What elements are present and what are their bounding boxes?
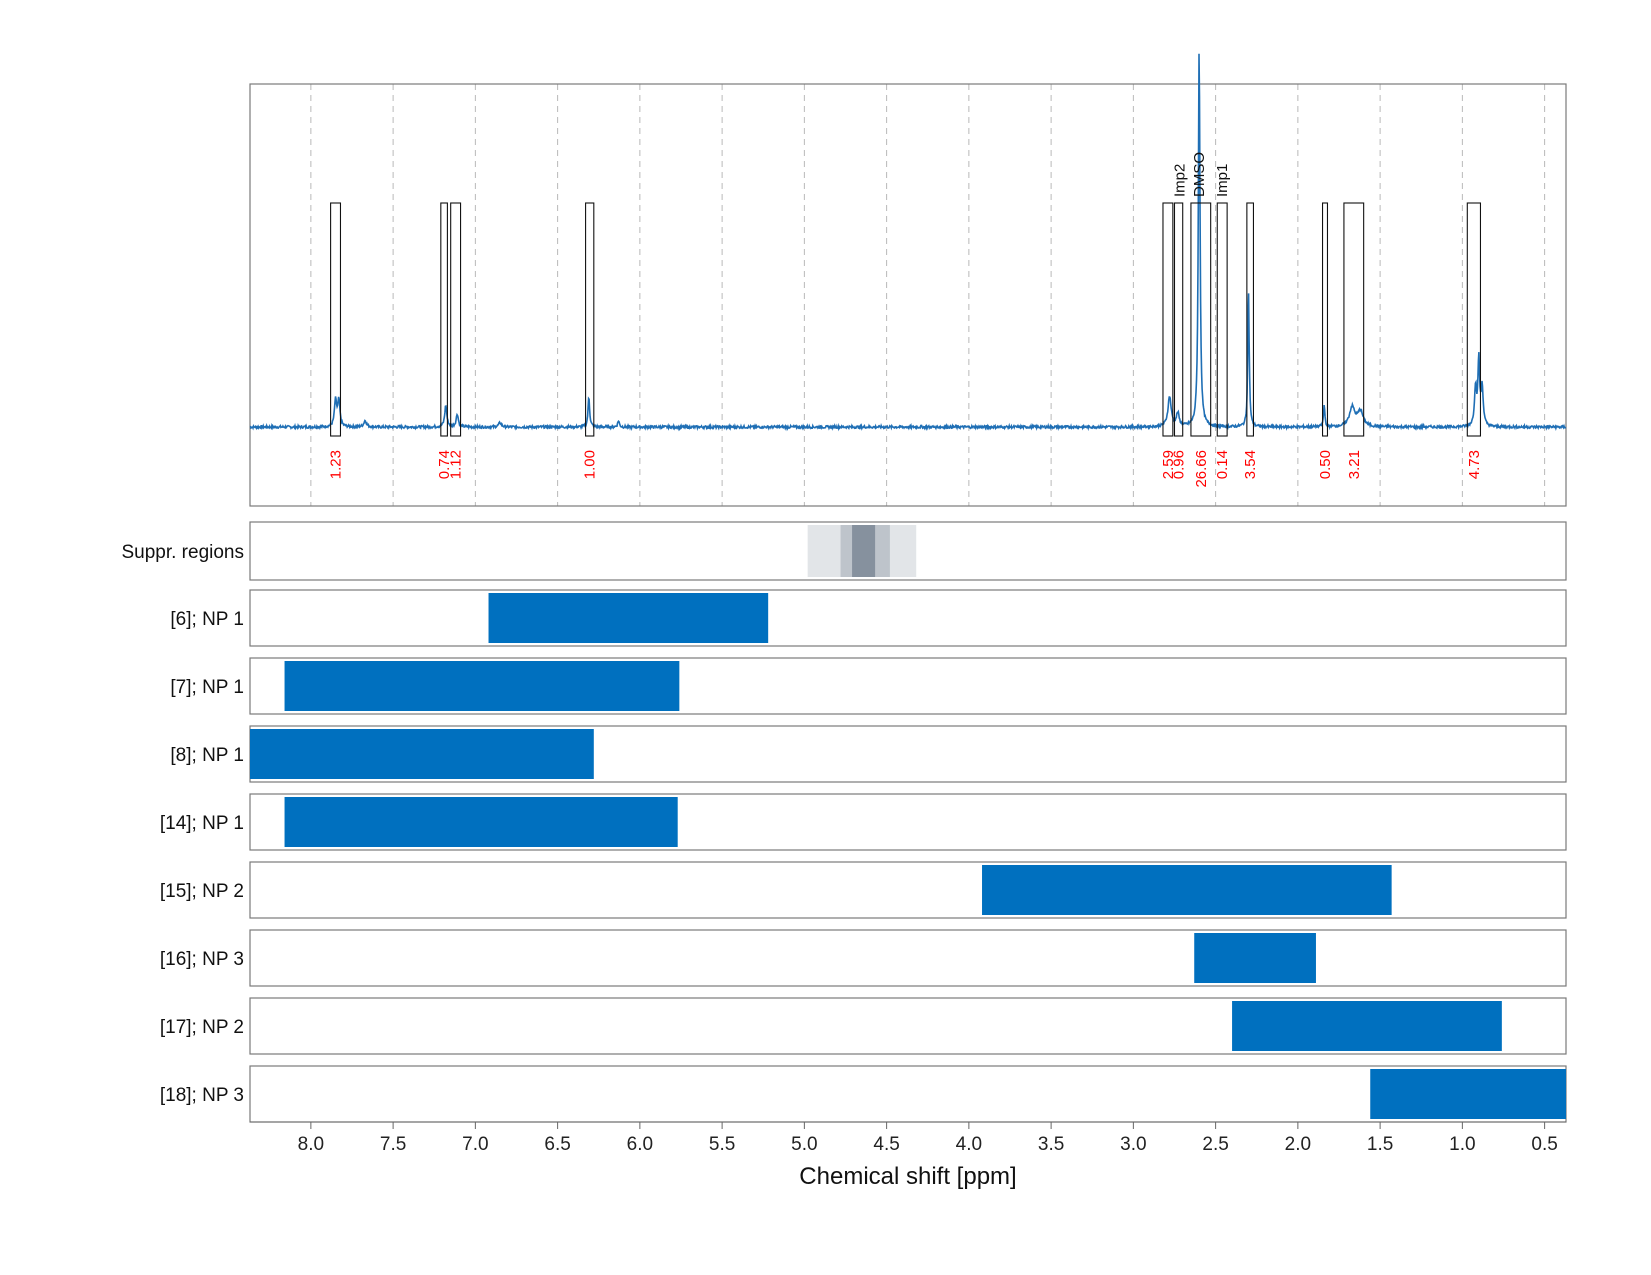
integration-value: 1.23 — [328, 450, 345, 479]
range-track: [14]; NP 1 — [160, 793, 1567, 851]
range-track-label: [16]; NP 3 — [160, 949, 244, 970]
range-track-frame — [249, 929, 1567, 987]
x-tick-label: 2.0 — [1285, 1134, 1311, 1155]
integration-box — [1246, 202, 1254, 437]
x-tick-label: 2.5 — [1202, 1134, 1228, 1155]
peak-label: Imp1 — [1214, 164, 1231, 197]
integration-box — [1162, 202, 1174, 437]
spectrum-line — [249, 53, 1567, 432]
x-tick-label: 7.0 — [462, 1134, 488, 1155]
integration-regions: 1.23 0.741.12 1.00 2.590.96 26.66 0.14 3.54 0.5… — [328, 202, 1483, 488]
integration-box — [1466, 202, 1482, 437]
x-tick-label: 1.0 — [1449, 1134, 1475, 1155]
integration-value: 0.50 — [1317, 450, 1334, 479]
range-track: [8]; NP 1 — [170, 725, 1567, 783]
integration-value: 2.59 — [1160, 450, 1177, 479]
range-track-label: [14]; NP 1 — [160, 813, 244, 834]
range-bar — [1194, 933, 1316, 983]
range-track-frame — [249, 861, 1567, 919]
range-track: [7]; NP 1 — [170, 657, 1567, 715]
integration-value: 3.54 — [1242, 450, 1259, 479]
integration-value: 26.66 — [1193, 450, 1210, 488]
range-track: [15]; NP 2 — [160, 861, 1567, 919]
x-tick-label: 0.5 — [1531, 1134, 1557, 1155]
integration-value: 4.73 — [1466, 450, 1483, 479]
range-bar — [982, 865, 1392, 915]
range-track-label: [7]; NP 1 — [170, 677, 244, 698]
integration-box — [450, 202, 462, 437]
range-bar — [1232, 1001, 1502, 1051]
range-bar — [284, 797, 678, 847]
integration-box — [440, 202, 448, 437]
x-tick-label: 5.5 — [709, 1134, 735, 1155]
range-bar — [488, 593, 769, 643]
integration-value: 0.74 — [436, 450, 453, 479]
range-track-frame — [249, 657, 1567, 715]
x-tick-label: 4.0 — [956, 1134, 982, 1155]
range-track-label: [18]; NP 3 — [160, 1085, 244, 1106]
integration-box — [1343, 202, 1365, 437]
range-track-label: [8]; NP 1 — [170, 745, 244, 766]
integration-value: 1.12 — [448, 450, 465, 479]
x-axis: Chemical shift [ppm] 8.0 7.5 7.0 6.5 6.0 5.5 5… — [250, 1121, 1566, 1190]
range-track: [17]; NP 2 — [160, 997, 1567, 1055]
range-track-frame — [249, 589, 1567, 647]
integration-value: 3.21 — [1346, 450, 1363, 479]
range-track-frame — [249, 793, 1567, 851]
suppression-label: Suppr. regions — [121, 542, 244, 563]
range-track-label: [6]; NP 1 — [170, 609, 244, 630]
range-track-label: [15]; NP 2 — [160, 881, 244, 902]
peak-label: Imp2 — [1171, 164, 1188, 197]
spectrum-panel-frame — [249, 83, 1567, 507]
range-track-label: [17]; NP 2 — [160, 1017, 244, 1038]
range-bar — [250, 729, 594, 779]
integration-value: 1.00 — [582, 450, 599, 479]
x-tick-label: 8.0 — [298, 1134, 324, 1155]
x-tick-label: 7.5 — [380, 1134, 406, 1155]
range-tracks: [6]; NP 1 [7]; NP 1 [8]; NP 1 [14]; NP 1 [15… — [160, 589, 1567, 1123]
integration-box — [1173, 202, 1184, 437]
integration-box — [585, 202, 595, 437]
x-tick-label: 1.5 — [1367, 1134, 1393, 1155]
suppression-panel: Suppr. regions — [121, 521, 1567, 581]
grid-layer — [310, 84, 1546, 506]
x-axis-title: Chemical shift [ppm] — [799, 1163, 1016, 1190]
x-tick-label: 3.0 — [1120, 1134, 1146, 1155]
x-tick-label: 6.5 — [544, 1134, 570, 1155]
x-tick-label: 4.5 — [873, 1134, 899, 1155]
suppression-band — [852, 525, 876, 577]
x-tick-label: 3.5 — [1038, 1134, 1064, 1155]
x-tick-label: 6.0 — [627, 1134, 653, 1155]
integration-box — [1321, 202, 1329, 437]
range-track: [16]; NP 3 — [160, 929, 1567, 987]
integration-box — [1190, 202, 1212, 437]
spectrum-panel: 1.23 0.741.12 1.00 2.590.96 26.66 0.14 3.54 0.5… — [249, 53, 1567, 507]
integration-value: 0.96 — [1171, 450, 1188, 479]
integration-value: 0.14 — [1214, 450, 1231, 479]
integration-box — [1216, 202, 1228, 437]
x-tick-label: 5.0 — [791, 1134, 817, 1155]
range-bar — [284, 661, 680, 711]
peak-annotations: Imp2 DMSO Imp1 — [1171, 152, 1231, 197]
integration-box — [330, 202, 342, 437]
peak-label: DMSO — [1191, 152, 1208, 197]
range-track-frame — [249, 997, 1567, 1055]
range-bar — [1370, 1069, 1566, 1119]
range-track: [6]; NP 1 — [170, 589, 1567, 647]
suppression-panel-frame — [249, 521, 1567, 581]
